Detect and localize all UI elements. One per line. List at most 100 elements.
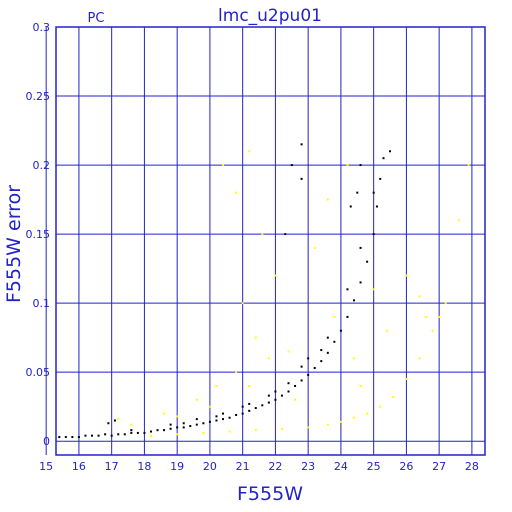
- y-tick-label: 0.25: [26, 90, 51, 103]
- black-point: [176, 426, 179, 429]
- plot-area: [55, 26, 486, 456]
- y-tick-label: 0.2: [33, 159, 51, 172]
- x-tick-label: 16: [72, 460, 86, 473]
- x-tick-label: 27: [432, 460, 446, 473]
- black-point: [136, 431, 139, 434]
- black-point: [389, 150, 392, 153]
- black-point: [300, 379, 303, 382]
- yellow-point: [241, 302, 244, 305]
- black-point: [300, 143, 303, 146]
- black-point: [307, 357, 310, 360]
- black-point: [215, 415, 218, 418]
- yellow-point: [339, 420, 342, 423]
- yellow-point: [392, 396, 395, 399]
- black-point: [77, 436, 80, 439]
- yellow-point: [294, 398, 297, 401]
- yellow-point: [359, 384, 362, 387]
- yellow-point: [353, 416, 356, 419]
- data-points: [58, 143, 470, 439]
- black-point: [110, 434, 113, 437]
- yellow-point: [267, 357, 270, 360]
- y-axis-label: F555W error: [3, 185, 25, 303]
- x-tick-label: 22: [268, 460, 282, 473]
- black-point: [359, 164, 362, 167]
- black-point: [149, 430, 152, 433]
- black-point: [182, 422, 185, 425]
- yellow-point: [274, 274, 277, 277]
- black-point: [366, 260, 369, 263]
- yellow-point: [379, 405, 382, 408]
- yellow-point: [366, 412, 369, 415]
- black-point: [372, 233, 375, 236]
- black-point: [222, 418, 225, 421]
- black-point: [97, 434, 100, 437]
- black-point: [346, 288, 349, 291]
- black-point: [71, 436, 74, 439]
- yellow-point: [307, 426, 310, 429]
- yellow-point: [385, 329, 388, 332]
- black-point: [202, 422, 205, 425]
- black-point: [294, 384, 297, 387]
- black-point: [208, 420, 211, 423]
- x-tick-label: 24: [334, 460, 348, 473]
- y-tick-label: 0.3: [33, 21, 51, 34]
- black-point: [280, 394, 283, 397]
- y-tick-label: 0.05: [26, 366, 51, 379]
- black-point: [372, 191, 375, 194]
- black-point: [123, 433, 126, 436]
- grid: [45, 26, 485, 455]
- black-point: [91, 434, 94, 437]
- black-point: [248, 402, 251, 405]
- yellow-point: [467, 164, 470, 167]
- corner-label: PC: [88, 11, 105, 26]
- yellow-point: [372, 288, 375, 291]
- black-point: [248, 409, 251, 412]
- black-point: [339, 329, 342, 332]
- yellow-point: [202, 431, 205, 434]
- y-tick-labels: 0 0.05 0.1 0.15 0.2 0.25 0.3: [26, 21, 51, 448]
- yellow-point: [235, 191, 238, 194]
- x-tick-label: 26: [399, 460, 413, 473]
- black-point: [375, 205, 378, 208]
- yellow-point: [163, 412, 166, 415]
- black-point: [228, 416, 231, 419]
- yellow-point: [405, 378, 408, 381]
- black-point: [267, 401, 270, 404]
- black-point: [241, 405, 244, 408]
- yellow-point: [418, 357, 421, 360]
- yellow-point: [333, 315, 336, 318]
- yellow-point: [254, 429, 257, 432]
- black-point: [169, 427, 172, 430]
- yellow-point: [215, 384, 218, 387]
- yellow-point: [117, 418, 120, 421]
- yellow-point: [457, 219, 460, 222]
- black-point: [163, 429, 166, 432]
- black-point: [113, 419, 116, 422]
- yellow-point: [235, 371, 238, 374]
- black-point: [182, 426, 185, 429]
- black-point: [215, 419, 218, 422]
- black-point: [300, 177, 303, 180]
- black-point: [307, 373, 310, 376]
- yellow-point: [208, 405, 211, 408]
- y-tick-label: 0.15: [26, 228, 51, 241]
- black-point: [156, 429, 159, 432]
- yellow-point: [248, 384, 251, 387]
- black-point: [349, 205, 352, 208]
- yellow-point: [149, 434, 152, 437]
- yellow-point: [280, 427, 283, 430]
- black-point: [290, 164, 293, 167]
- yellow-point: [431, 329, 434, 332]
- black-point: [84, 434, 87, 437]
- yellow-point: [248, 150, 251, 153]
- black-point: [284, 233, 287, 236]
- yellow-point: [254, 336, 257, 339]
- black-point: [287, 390, 290, 393]
- yellow-point: [418, 295, 421, 298]
- yellow-point: [444, 302, 447, 305]
- black-point: [241, 412, 244, 415]
- black-point: [313, 367, 316, 370]
- yellow-point: [222, 164, 225, 167]
- black-point: [353, 299, 356, 302]
- yellow-point: [353, 357, 356, 360]
